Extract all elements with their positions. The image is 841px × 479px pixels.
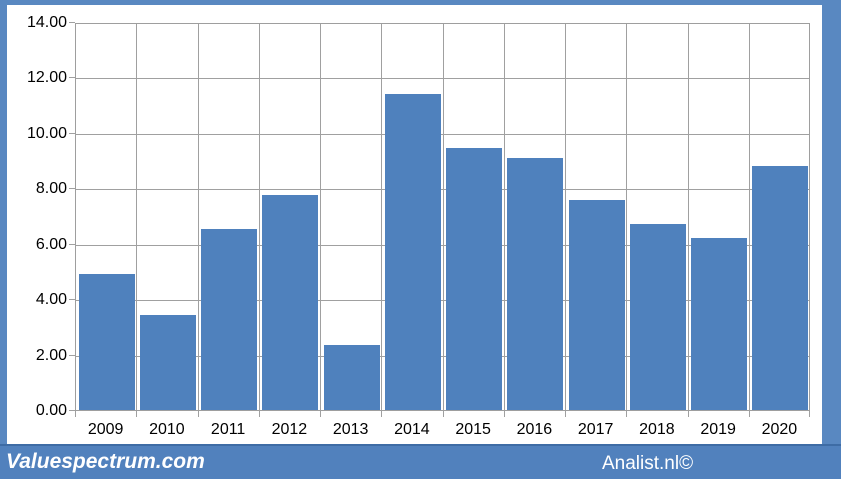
gridline-vertical	[565, 24, 566, 410]
bar-2009	[78, 273, 135, 410]
y-tick-mark	[69, 243, 75, 245]
footer-brand-valuespectrum: Valuespectrum.com	[6, 450, 205, 473]
x-tick-mark	[75, 411, 76, 417]
x-tick-label-2012: 2012	[271, 421, 308, 438]
y-tick-mark	[69, 77, 75, 79]
y-tick-label: 12.00	[26, 69, 67, 87]
x-tick-mark	[565, 411, 566, 417]
bar-2015	[446, 148, 503, 410]
gridline-vertical	[442, 24, 444, 410]
x-tick-mark	[442, 411, 444, 417]
x-tick-label-2015: 2015	[455, 421, 491, 438]
y-tick-mark	[69, 132, 75, 134]
y-tick-label: 8.00	[35, 180, 67, 198]
bar-2010	[139, 314, 196, 410]
gridline-vertical	[748, 24, 750, 410]
y-tick-label: 2.00	[35, 346, 67, 364]
x-tick-mark	[320, 411, 321, 417]
y-tick-label: 10.00	[26, 124, 67, 142]
gridline-vertical	[503, 24, 505, 410]
x-tick-label-2011: 2011	[210, 421, 246, 438]
y-tick-mark	[69, 22, 75, 23]
gridline-vertical	[258, 24, 260, 410]
chart-panel: 0.00 2.00 4.00 6.00 8.00 10.00 12.00 14.00 2009…	[7, 5, 822, 444]
gridline-vertical	[197, 24, 199, 410]
plot-area	[75, 23, 810, 411]
y-tick-label: 0.00	[35, 402, 67, 419]
x-tick-mark	[197, 411, 199, 417]
x-tick-label-2020: 2020	[761, 421, 798, 438]
bar-2013	[323, 345, 380, 410]
bar-2012	[262, 194, 319, 410]
x-tick-mark	[381, 411, 383, 417]
bar-2014	[384, 94, 441, 410]
x-tick-mark	[626, 411, 628, 417]
x-tick-label-2017: 2017	[577, 421, 614, 438]
x-tick-label-2018: 2018	[639, 421, 675, 438]
x-tick-mark	[503, 411, 505, 417]
y-tick-mark	[69, 299, 75, 301]
x-tick-mark	[258, 411, 260, 417]
y-tick-mark	[69, 410, 75, 411]
x-tick-label-2010: 2010	[149, 421, 185, 438]
y-tick-label: 14.00	[26, 14, 67, 31]
gridline-vertical	[136, 24, 138, 410]
x-tick-label-2019: 2019	[700, 421, 736, 438]
y-tick-mark	[69, 188, 75, 190]
gridline-vertical	[626, 24, 628, 410]
bar-2011	[201, 229, 258, 410]
x-tick-label-2014: 2014	[394, 421, 430, 438]
x-tick-mark	[687, 411, 689, 417]
gridline-vertical	[381, 24, 383, 410]
bar-2018	[629, 223, 686, 410]
bar-2016	[507, 157, 564, 410]
bar-2019	[691, 237, 748, 410]
gridline-vertical	[320, 24, 321, 410]
x-tick-mark	[809, 411, 810, 417]
y-tick-label: 4.00	[35, 291, 67, 309]
x-tick-mark	[136, 411, 138, 417]
x-tick-label-2016: 2016	[516, 421, 553, 438]
gridline-vertical	[687, 24, 689, 410]
x-tick-mark	[748, 411, 750, 417]
y-tick-mark	[69, 354, 75, 356]
x-tick-label-2013: 2013	[332, 421, 369, 438]
y-tick-label: 6.00	[35, 235, 67, 253]
x-tick-label-2009: 2009	[87, 421, 124, 438]
footer-bar: Valuespectrum.com Analist.nl©	[0, 444, 841, 479]
bar-2017	[568, 200, 625, 410]
bar-2020	[752, 166, 809, 410]
footer-brand-analist: Analist.nl©	[602, 453, 694, 474]
